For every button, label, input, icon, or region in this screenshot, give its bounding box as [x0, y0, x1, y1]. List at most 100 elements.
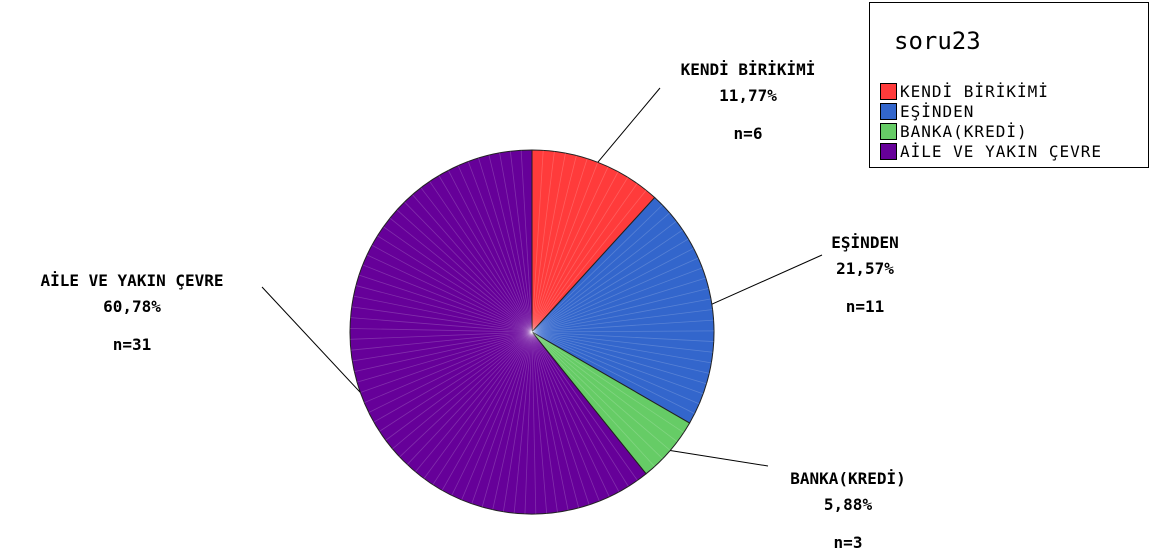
slice-striation: [531, 331, 714, 342]
slice-striation: [457, 165, 533, 333]
slice-striation: [531, 331, 629, 487]
slice-striation: [531, 158, 588, 333]
legend-label: KENDİ BİRİKİMİ: [900, 81, 1049, 101]
slice-striation: [531, 331, 548, 514]
leader-line: [711, 254, 823, 305]
slice-striation: [531, 331, 537, 514]
slice-label: BANKA(KREDİ): [790, 469, 906, 488]
slice-striation: [350, 328, 533, 333]
slice-striation: [531, 331, 655, 467]
slice-striation: [412, 194, 533, 333]
legend-swatch: [880, 142, 897, 160]
pie-slices: [349, 149, 715, 515]
slice-striation: [531, 177, 629, 333]
slice-striation: [531, 331, 700, 405]
slice-striation: [531, 229, 683, 333]
slice-striation: [531, 287, 709, 333]
slice-striation: [531, 267, 703, 333]
slice-striation: [362, 264, 533, 333]
slice-striation: [531, 331, 712, 364]
slice-striation: [531, 277, 706, 333]
slice-striation: [531, 151, 555, 333]
slice-striation: [531, 331, 610, 497]
slice-striation: [396, 209, 533, 333]
legend-item-kendi-birikimi: KENDİ BİRİKİMİ: [880, 81, 1049, 101]
slice-striation: [481, 331, 533, 508]
leader-lines: [261, 87, 823, 467]
slice-striation: [531, 238, 689, 333]
slice-striation: [531, 166, 609, 333]
slice-striation: [429, 181, 533, 333]
slice-striation: [383, 226, 533, 333]
slice-striation: [531, 331, 707, 385]
slice-striation: [531, 220, 677, 333]
slice-striation: [385, 331, 533, 441]
slice-striation: [531, 331, 600, 502]
slice-striation: [354, 331, 533, 372]
slice-striation: [432, 331, 533, 485]
slice-striation: [524, 331, 533, 514]
slice-striation: [531, 257, 699, 333]
pie-slice: [531, 149, 656, 334]
slice-striation: [355, 285, 533, 333]
slice-labels: KENDİ BİRİKİMİ 11,77% n=6 EŞİNDEN 21,57% n=11…: [40, 60, 905, 552]
slice-label: AİLE VE YAKIN ÇEVRE: [40, 271, 223, 290]
slice-percent: 21,57%: [836, 259, 894, 278]
slice-striation: [531, 331, 638, 481]
slice-count: n=31: [113, 335, 152, 354]
leader-line: [670, 449, 769, 467]
slice-striation: [441, 331, 533, 491]
slice-striation: [420, 187, 533, 333]
slice-striation: [531, 331, 663, 460]
slice-striation: [461, 331, 533, 501]
legend-swatch: [880, 102, 897, 120]
legend-label: EŞİNDEN: [900, 101, 975, 121]
slice-striation: [373, 331, 533, 423]
slice-striation: [368, 331, 533, 413]
slice-striation: [509, 151, 533, 333]
slice-striation: [531, 331, 695, 414]
legend-swatch: [880, 82, 897, 100]
slice-striation: [520, 150, 533, 333]
slice-count: n=11: [846, 297, 885, 316]
slice-striation: [353, 295, 533, 333]
slice-striation: [531, 331, 704, 395]
slice-striation: [399, 331, 533, 458]
slice-striation: [423, 331, 533, 479]
slice-striation: [478, 157, 533, 333]
slice-striation: [531, 331, 620, 493]
pie-slice: [349, 149, 647, 515]
pie-slice: [531, 196, 715, 424]
slice-striation: [531, 331, 713, 353]
slice-striation: [379, 331, 533, 432]
slice-striation: [467, 161, 533, 333]
slice-percent: 60,78%: [103, 297, 161, 316]
slice-label: KENDİ BİRİKİMİ: [681, 60, 816, 79]
slice-striation: [531, 331, 580, 509]
slice-striation: [404, 201, 533, 333]
slice-striation: [350, 331, 533, 351]
legend-title: soru23: [894, 27, 981, 55]
slice-striation: [350, 331, 533, 340]
slice-striation: [531, 247, 694, 333]
slice-striation: [531, 331, 671, 451]
slice-striation: [451, 331, 533, 496]
legend-label: BANKA(KREDİ): [900, 121, 1028, 141]
slice-striation: [499, 152, 533, 333]
slice-striation: [371, 244, 533, 333]
slice-striation: [415, 331, 533, 473]
legend-item-banka-kredi: BANKA(KREDİ): [880, 121, 1028, 141]
slice-striation: [531, 331, 678, 443]
legend-item-aile-ve-yakin-cevre: AİLE VE YAKIN ÇEVRE: [880, 141, 1102, 161]
slice-striation: [531, 183, 638, 333]
slice-striation: [352, 331, 533, 362]
slice-percent: 11,77%: [719, 86, 777, 105]
slice-striation: [531, 331, 558, 513]
slice-striation: [351, 306, 533, 333]
slice-striation: [531, 330, 714, 333]
slice-striation: [389, 217, 533, 333]
slice-striation: [448, 170, 533, 333]
slice-striation: [531, 319, 714, 333]
slice-striation: [531, 331, 710, 374]
